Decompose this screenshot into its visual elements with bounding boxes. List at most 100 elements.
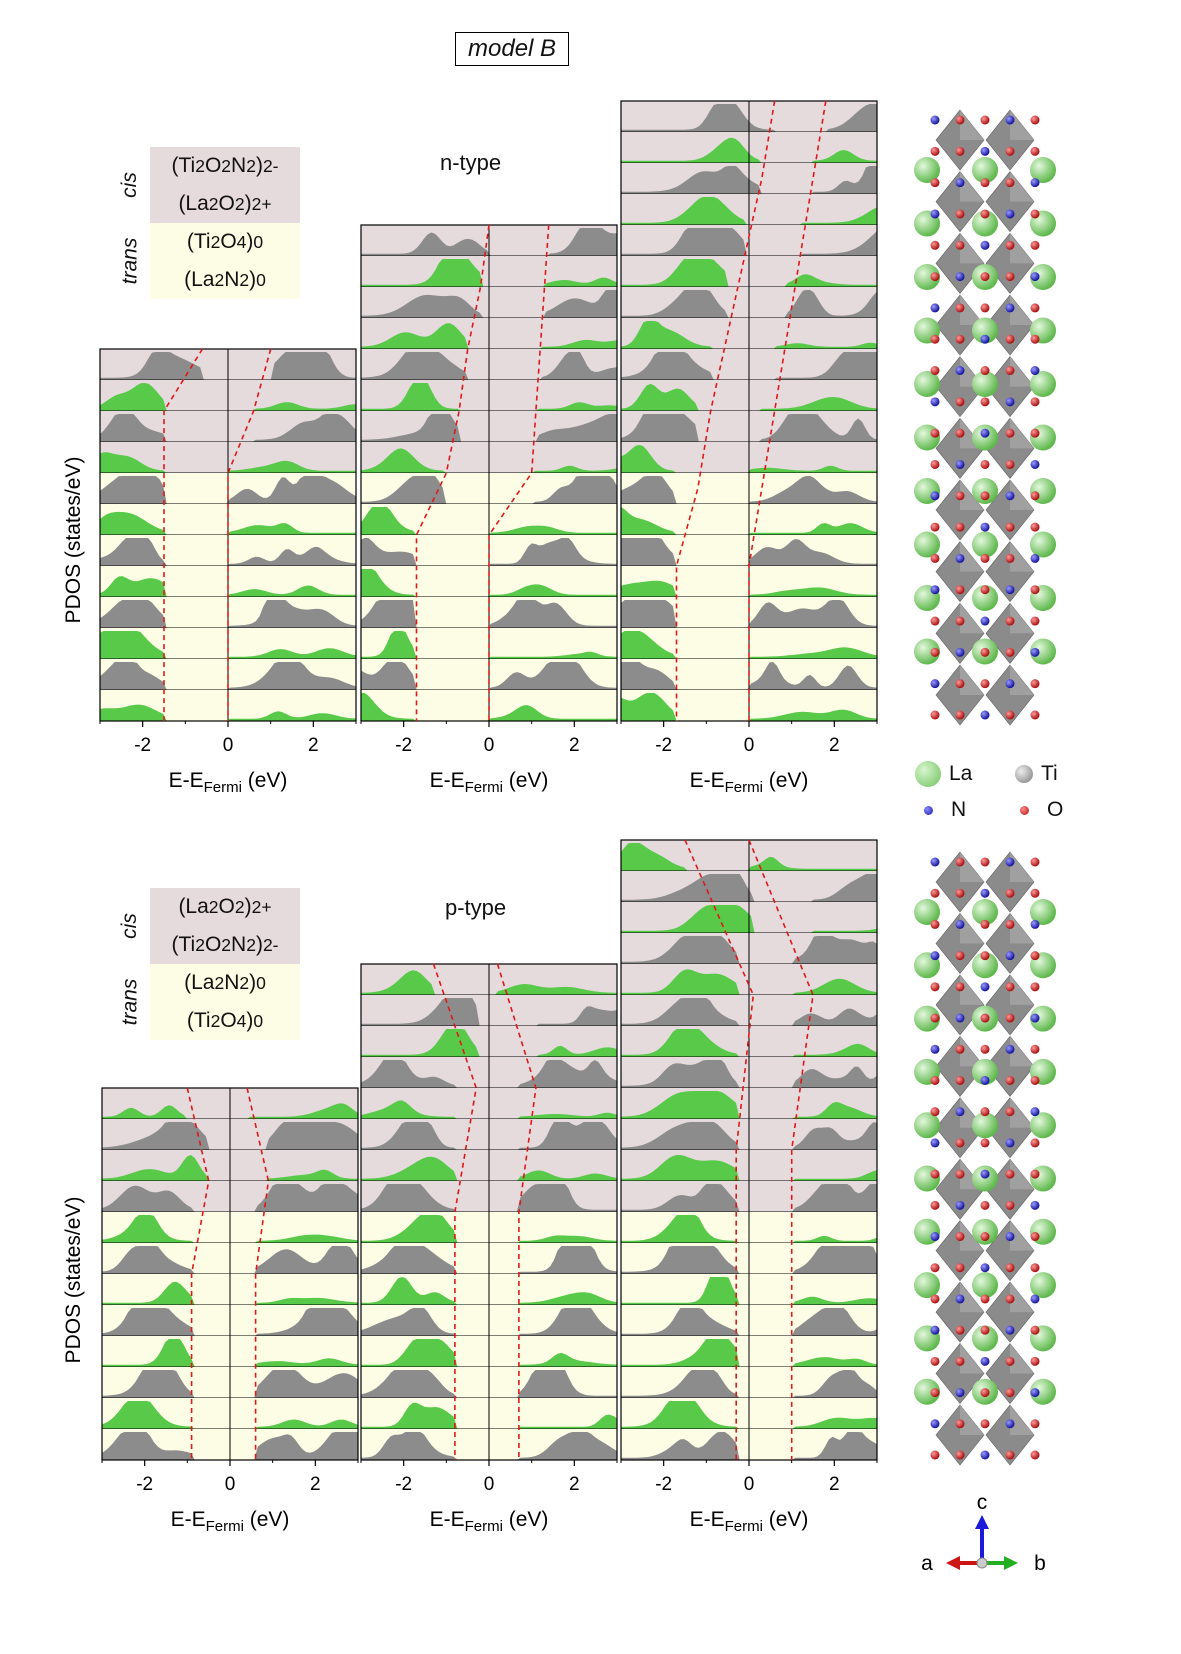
x-tick-label: 2 <box>829 1474 840 1495</box>
x-tick-label: 2 <box>310 1474 321 1495</box>
octahedron-face <box>1010 541 1034 572</box>
conduction-band-edge <box>488 224 550 721</box>
n-atom <box>930 1138 940 1148</box>
o-atom <box>1005 982 1015 992</box>
o-atom <box>1030 209 1040 219</box>
o-atom <box>980 1419 990 1429</box>
conduction-band-edge <box>227 348 272 721</box>
o-atom <box>1030 146 1040 156</box>
octahedron-face <box>960 1220 984 1251</box>
o-atom <box>1005 459 1015 469</box>
o-atom <box>1005 647 1015 657</box>
n-atom <box>1030 647 1040 657</box>
green-pdos-area <box>100 452 356 473</box>
green-pdos-area <box>621 693 877 721</box>
gray-pdos-area <box>361 476 617 504</box>
gray-pdos-area <box>361 228 617 256</box>
o-atom <box>955 1356 965 1366</box>
n-atom <box>1005 1138 1015 1148</box>
o-atom <box>1005 616 1015 626</box>
gray-pdos-area <box>621 1370 877 1398</box>
n-ball-icon <box>924 805 933 815</box>
o-atom <box>930 1356 940 1366</box>
o-atom <box>980 585 990 595</box>
figure-title: model B <box>455 32 570 66</box>
o-atom <box>980 1013 990 1023</box>
o-atom <box>1005 178 1015 188</box>
n-atom <box>1030 1200 1040 1210</box>
o-atom <box>980 459 990 469</box>
green-pdos-area <box>621 1215 877 1243</box>
pdos-panel-2: -2 0 2 E-EFermi (eV) <box>360 224 618 796</box>
n-atom <box>980 146 990 156</box>
n-atom <box>1005 397 1015 407</box>
o-atom <box>980 553 990 563</box>
o-atom <box>1030 1450 1040 1460</box>
octahedron-face <box>1010 1343 1034 1374</box>
green-pdos-area <box>621 507 877 535</box>
n-atom <box>1030 178 1040 188</box>
green-pdos-area <box>100 631 356 659</box>
o-atom <box>1030 1044 1040 1054</box>
x-axis-title-unit: (eV) <box>763 769 809 792</box>
la-atom <box>1030 1272 1056 1299</box>
o-atom <box>980 1232 990 1242</box>
x-axis-title-main: E-E <box>171 1508 206 1531</box>
n-label: N <box>951 798 967 821</box>
octahedron-face <box>1010 665 1034 695</box>
o-atom <box>930 146 940 156</box>
green-pdos-area <box>102 1215 358 1243</box>
conduction-band-edge <box>246 1087 270 1460</box>
green-pdos-area <box>361 507 617 535</box>
o-atom <box>980 679 990 689</box>
x-tick-label: 2 <box>829 735 840 756</box>
la-atom <box>1030 899 1056 925</box>
o-atom <box>930 178 940 188</box>
green-pdos-area <box>621 321 877 349</box>
la-atom <box>972 1272 998 1299</box>
x-axis-title-sub: Fermi <box>206 1518 244 1535</box>
crystal-structure-top <box>914 109 1056 726</box>
gray-pdos-area <box>361 1432 617 1460</box>
la-atom <box>972 371 998 397</box>
octahedron-face <box>1010 233 1034 264</box>
o-atom <box>1005 1356 1015 1366</box>
n-type-label: n-type <box>440 150 502 175</box>
x-axis-title: E-EFermi (eV) <box>690 1508 809 1535</box>
octahedron-face <box>960 295 984 325</box>
x-tick-label: 2 <box>569 735 580 756</box>
n-atom <box>980 1169 990 1179</box>
n-atom <box>1005 585 1015 595</box>
conduction-band-edge <box>748 839 814 1460</box>
top-trans-formula-1: (La 2 N 2) 0 <box>150 261 300 299</box>
la-atom <box>972 157 998 183</box>
o-atom <box>930 366 940 376</box>
n-atom <box>930 1419 940 1429</box>
green-pdos-area <box>361 693 617 721</box>
n-atom <box>930 209 940 219</box>
gray-pdos-area <box>621 998 877 1026</box>
gray-pdos-area <box>100 476 356 504</box>
green-pdos-area <box>621 1401 877 1429</box>
green-pdos-area <box>361 631 617 659</box>
gray-pdos-area <box>621 352 877 380</box>
la-atom <box>1030 371 1056 397</box>
n-atom <box>980 710 990 720</box>
x-axis-title-main: E-E <box>430 1508 465 1531</box>
la-atom <box>972 1058 998 1085</box>
octahedron-face <box>960 480 984 510</box>
o-atom <box>1030 1169 1040 1179</box>
x-axis-title: E-EFermi (eV) <box>171 1508 290 1535</box>
valence-band-edge <box>186 1087 210 1460</box>
n-atom <box>1005 857 1015 867</box>
x-axis-title-sub: Fermi <box>725 1518 763 1535</box>
green-pdos-area <box>361 1100 617 1119</box>
green-pdos-area <box>621 969 877 995</box>
o-atom <box>955 857 965 867</box>
o-atom <box>955 303 965 313</box>
b-axis-arrowhead <box>1004 1556 1018 1570</box>
green-pdos-area <box>100 383 356 411</box>
x-axis-title-sub: Fermi <box>204 779 242 796</box>
o-atom <box>955 491 965 501</box>
n-atom <box>1030 1107 1040 1117</box>
